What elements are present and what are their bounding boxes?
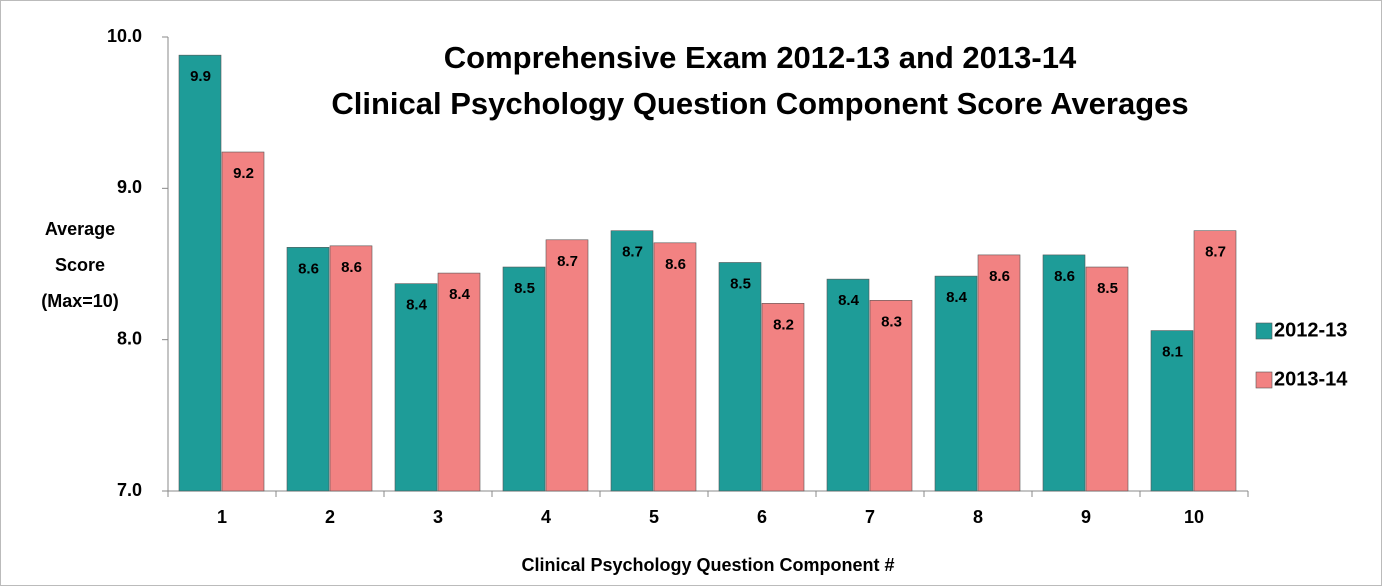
bar: [502, 266, 546, 492]
value-label: 8.6: [1054, 268, 1075, 285]
value-label: 8.4: [946, 289, 968, 306]
y-axis-label: (Max=10): [41, 291, 119, 311]
bar: [394, 283, 438, 492]
x-tick-label: 4: [541, 507, 551, 527]
bar: [178, 54, 222, 492]
value-label: 8.4: [406, 297, 428, 314]
chart-title: Comprehensive Exam 2012-13 and 2013-14: [444, 40, 1077, 75]
bar: [977, 254, 1021, 492]
x-tick-label: 1: [217, 507, 227, 527]
bar: [869, 300, 913, 492]
bar: [545, 239, 589, 492]
bar: [610, 230, 654, 492]
legend-swatch: [1255, 322, 1273, 340]
bar: [934, 275, 978, 492]
x-axis-label: Clinical Psychology Question Component #: [521, 555, 894, 575]
chart-title: Clinical Psychology Question Component S…: [331, 86, 1188, 121]
value-label: 8.2: [773, 316, 794, 333]
value-label: 8.7: [622, 244, 643, 261]
value-label: 8.3: [881, 313, 902, 330]
bar: [1193, 230, 1237, 492]
value-label: 8.6: [341, 259, 362, 276]
x-tick-label: 5: [649, 507, 659, 527]
bar: [1042, 254, 1086, 492]
y-tick-label: 7.0: [117, 480, 142, 500]
bar: [653, 242, 697, 492]
value-label: 8.6: [298, 260, 319, 277]
legend-label: 2012-13: [1274, 319, 1347, 341]
bar: [1085, 266, 1129, 492]
bar: [826, 278, 870, 492]
value-label: 9.9: [190, 68, 211, 85]
x-tick-label: 10: [1184, 507, 1204, 527]
value-label: 8.1: [1162, 344, 1183, 361]
x-tick-label: 6: [757, 507, 767, 527]
bar: [1150, 330, 1194, 492]
bar: [761, 303, 805, 492]
value-label: 8.4: [838, 292, 860, 309]
value-label: 8.5: [514, 280, 535, 297]
value-label: 8.5: [1097, 280, 1118, 297]
x-tick-label: 2: [325, 507, 335, 527]
y-tick-label: 8.0: [117, 328, 142, 348]
x-tick-label: 7: [865, 507, 875, 527]
value-label: 8.6: [665, 256, 686, 273]
bar: [437, 272, 481, 492]
value-label: 9.2: [233, 165, 254, 182]
x-tick-label: 3: [433, 507, 443, 527]
x-tick-label: 8: [973, 507, 983, 527]
value-label: 8.6: [989, 268, 1010, 285]
bar: [329, 245, 373, 492]
value-label: 8.7: [557, 253, 578, 270]
y-tick-label: 10.0: [107, 26, 142, 46]
bar: [718, 262, 762, 492]
value-label: 8.4: [449, 286, 471, 303]
y-axis-label: Average: [45, 219, 115, 239]
legend-label: 2013-14: [1274, 368, 1348, 390]
legend-swatch: [1255, 371, 1273, 389]
bar: [221, 151, 265, 492]
y-tick-label: 9.0: [117, 177, 142, 197]
x-tick-label: 9: [1081, 507, 1091, 527]
value-label: 8.7: [1205, 244, 1226, 261]
value-label: 8.5: [730, 275, 751, 292]
y-axis-label: Score: [55, 255, 105, 275]
bar: [286, 247, 330, 492]
